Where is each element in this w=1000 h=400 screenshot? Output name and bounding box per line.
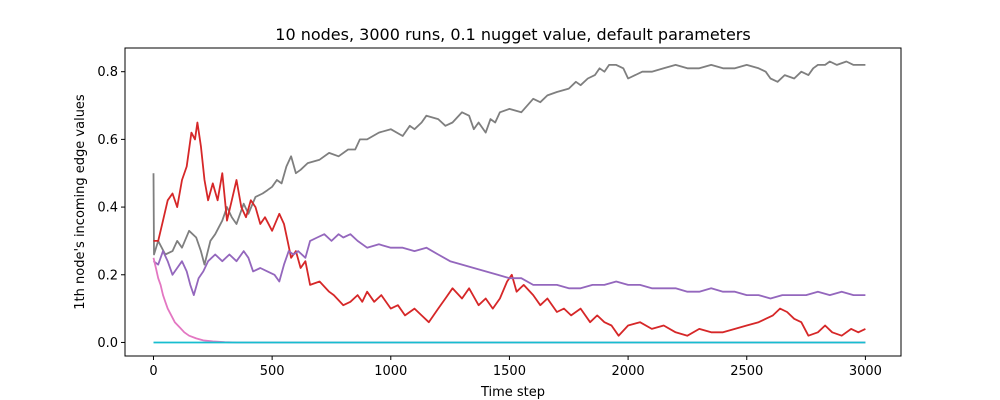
chart-title: 10 nodes, 3000 runs, 0.1 nugget value, d… bbox=[275, 25, 750, 44]
x-axis-title: Time step bbox=[480, 385, 545, 400]
y-axis-title: 1th node's incoming edge values bbox=[73, 94, 88, 310]
x-tick-label: 1000 bbox=[374, 364, 407, 379]
series-layer bbox=[152, 60, 866, 344]
y-tick-label: 0.6 bbox=[97, 133, 118, 148]
series-line-2 bbox=[153, 121, 866, 337]
y-tick-label: 0.8 bbox=[97, 65, 118, 80]
series-line-3 bbox=[152, 233, 866, 300]
x-tick-label: 3000 bbox=[849, 364, 882, 379]
x-tick-label: 2000 bbox=[612, 364, 645, 379]
y-tick-label: 0.0 bbox=[97, 336, 118, 351]
plot-frame bbox=[124, 47, 902, 357]
x-tick-label: 500 bbox=[260, 364, 285, 379]
x-tick-label: 0 bbox=[149, 364, 157, 379]
x-tick-label: 2500 bbox=[730, 364, 763, 379]
series-line-4 bbox=[152, 257, 866, 344]
y-tick-label: 0.4 bbox=[97, 201, 118, 216]
x-tick-label: 1500 bbox=[493, 364, 526, 379]
series-line-1 bbox=[152, 60, 866, 266]
y-tick-label: 0.2 bbox=[97, 268, 118, 283]
tick-layer: 0 500 1000 1500 2000 2500 3000 0.0 0.2 0.4 0.6 0.8 bbox=[97, 65, 882, 379]
